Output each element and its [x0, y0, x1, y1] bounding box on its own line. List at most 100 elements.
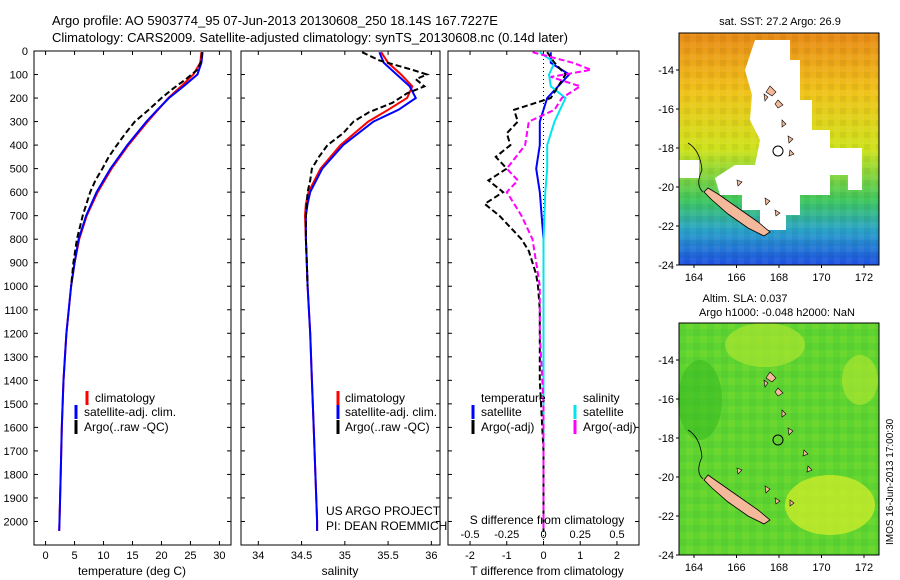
x-tick-label: 30: [213, 550, 225, 562]
depth-tick-label: 700: [10, 211, 28, 223]
legend-label-argo: Argo(..raw -QC): [345, 420, 430, 434]
map-y-tick-label: -24: [658, 550, 674, 562]
depth-tick-label: 500: [10, 164, 28, 176]
salinity-axes: [240, 50, 441, 546]
depth-tick-label: 300: [10, 117, 28, 129]
sla-high: [842, 355, 878, 405]
salinity-x-axis: 34 34.5 35 35.5 36: [252, 51, 437, 562]
series-line-climatology: [58, 52, 203, 531]
legend-title-temperature: temperature: [481, 391, 546, 405]
project-credit-line1: US ARGO PROJECT: [326, 504, 441, 518]
depth-tick-label: 1900: [4, 493, 28, 505]
depth-tick-label: 200: [10, 93, 28, 105]
x-tick-label: -2: [465, 550, 475, 562]
sla-map: [678, 322, 880, 556]
sla-map-axes: 164 166 168 170 172 -14 -16 -18 -20 -22 -24: [658, 355, 873, 574]
x-tick-label: 10: [97, 550, 109, 562]
new-caledonia-island: [703, 187, 771, 237]
depth-tick-label: 1800: [4, 469, 28, 481]
sla-high: [785, 475, 875, 535]
map-x-tick-label: 170: [812, 562, 830, 574]
series-line-s-argo: [505, 51, 596, 531]
depth-tick-label: 400: [10, 140, 28, 152]
map-y-tick-label: -22: [658, 511, 674, 523]
reef-outline: [687, 429, 704, 480]
imos-credit: IMOS 16-Jun-2013 17:00:30: [885, 418, 896, 545]
legend-title-salinity: salinity: [583, 391, 620, 405]
loyalty-islands: [736, 179, 781, 217]
depth-tick-label: 600: [10, 187, 28, 199]
map-y-tick-label: -14: [658, 65, 674, 77]
difference-s-axis: -0.5-0.2500.250.5: [461, 529, 625, 541]
x-tick-label: -1: [502, 550, 512, 562]
map-y-tick-label: -18: [658, 433, 674, 445]
difference-plot: [482, 51, 596, 545]
salinity-legend: climatology satellite-adj. clim. Argo(..…: [336, 391, 437, 434]
x-tick-label: 35: [339, 550, 351, 562]
legend-label-satellite: satellite-adj. clim.: [84, 405, 176, 419]
legend-label-satellite: satellite-adj. clim.: [345, 405, 437, 419]
x-tick-label: 2: [614, 550, 620, 562]
x-tick-label: 1: [577, 550, 583, 562]
difference-x-axis: -2 -1 0 1 2: [465, 51, 620, 562]
series-line-climatology: [303, 51, 414, 531]
x-tick-label: 34: [252, 550, 264, 562]
series-line-t-satellite: [535, 52, 571, 531]
depth-tick-label: 1000: [4, 281, 28, 293]
depth-tick-label: 1600: [4, 422, 28, 434]
map-x-tick-label: 172: [855, 562, 873, 574]
vanuatu-islands: [763, 371, 813, 473]
legend-label-argo: Argo(..raw -QC): [84, 420, 169, 434]
loyalty-islands: [736, 467, 795, 507]
depth-tick-label: 2000: [4, 516, 28, 528]
legend-label-climatology: climatology: [95, 391, 155, 405]
sla-low: [678, 360, 722, 440]
reef-outline: [687, 142, 704, 193]
map-x-tick-label: 170: [812, 272, 830, 284]
depth-tick-label: 800: [10, 234, 28, 246]
new-caledonia-island: [703, 474, 771, 525]
depth-tick-label: 1100: [4, 305, 28, 317]
legend-label-s-argo: Argo(-adj): [583, 420, 636, 434]
x-tick-label: 5: [71, 550, 77, 562]
depth-tick-label: 900: [10, 258, 28, 270]
depth-tick-label: 0: [22, 46, 28, 58]
project-credit-line2: PI: DEAN ROEMMICH: [326, 519, 447, 533]
difference-xlabel: T difference from climatology: [470, 564, 624, 578]
x-tick-label: 36: [425, 550, 437, 562]
temperature-xlabel: temperature (deg C): [78, 564, 186, 578]
map-y-tick-label: -20: [658, 472, 674, 484]
s-tick-label: -0.5: [461, 529, 480, 541]
sla-map-title-line1: Altim. SLA: 0.037: [703, 293, 788, 305]
cloud-mask: [679, 160, 699, 178]
sst-map-title: sat. SST: 27.2 Argo: 26.9: [719, 16, 841, 28]
header-line1: Argo profile: AO 5903774_95 07-Jun-2013 …: [52, 13, 498, 28]
series-line-t-argo: [482, 51, 567, 531]
salinity-xlabel: salinity: [322, 564, 359, 578]
s-tick-label: 0.25: [570, 529, 591, 541]
x-tick-label: 0: [43, 550, 49, 562]
depth-tick-label: 1400: [4, 375, 28, 387]
temperature-x-axis: 0 5 10 15 20 25 30: [43, 51, 226, 562]
depth-tick-label: 1700: [4, 446, 28, 458]
difference-legend: temperature salinity satellite Argo(-adj…: [471, 391, 636, 434]
vanuatu-islands: [763, 85, 795, 157]
header-line2: Climatology: CARS2009. Satellite-adjuste…: [52, 30, 568, 45]
temperature-legend: climatology satellite-adj. clim. Argo(..…: [74, 391, 176, 434]
series-line-satellite-adj-clim-: [58, 52, 204, 531]
difference-xlabel-top: S difference from climatology: [470, 513, 625, 527]
depth-tick-label: 1300: [4, 352, 28, 364]
depth-tick-label: 1500: [4, 399, 28, 411]
legend-label-climatology: climatology: [345, 391, 405, 405]
depth-tick-label: 1200: [4, 328, 28, 340]
map-y-tick-label: -16: [658, 394, 674, 406]
series-line-satellite-adj-clim-: [304, 51, 418, 531]
sla-high: [725, 323, 805, 367]
map-y-tick-label: -14: [658, 355, 674, 367]
x-tick-label: 20: [155, 550, 167, 562]
x-tick-label: 0: [540, 550, 546, 562]
map-x-tick-label: 166: [727, 562, 745, 574]
sla-map-title-line2: Argo h1000: -0.048 h2000: NaN: [699, 307, 855, 319]
map-x-tick-label: 168: [770, 562, 788, 574]
